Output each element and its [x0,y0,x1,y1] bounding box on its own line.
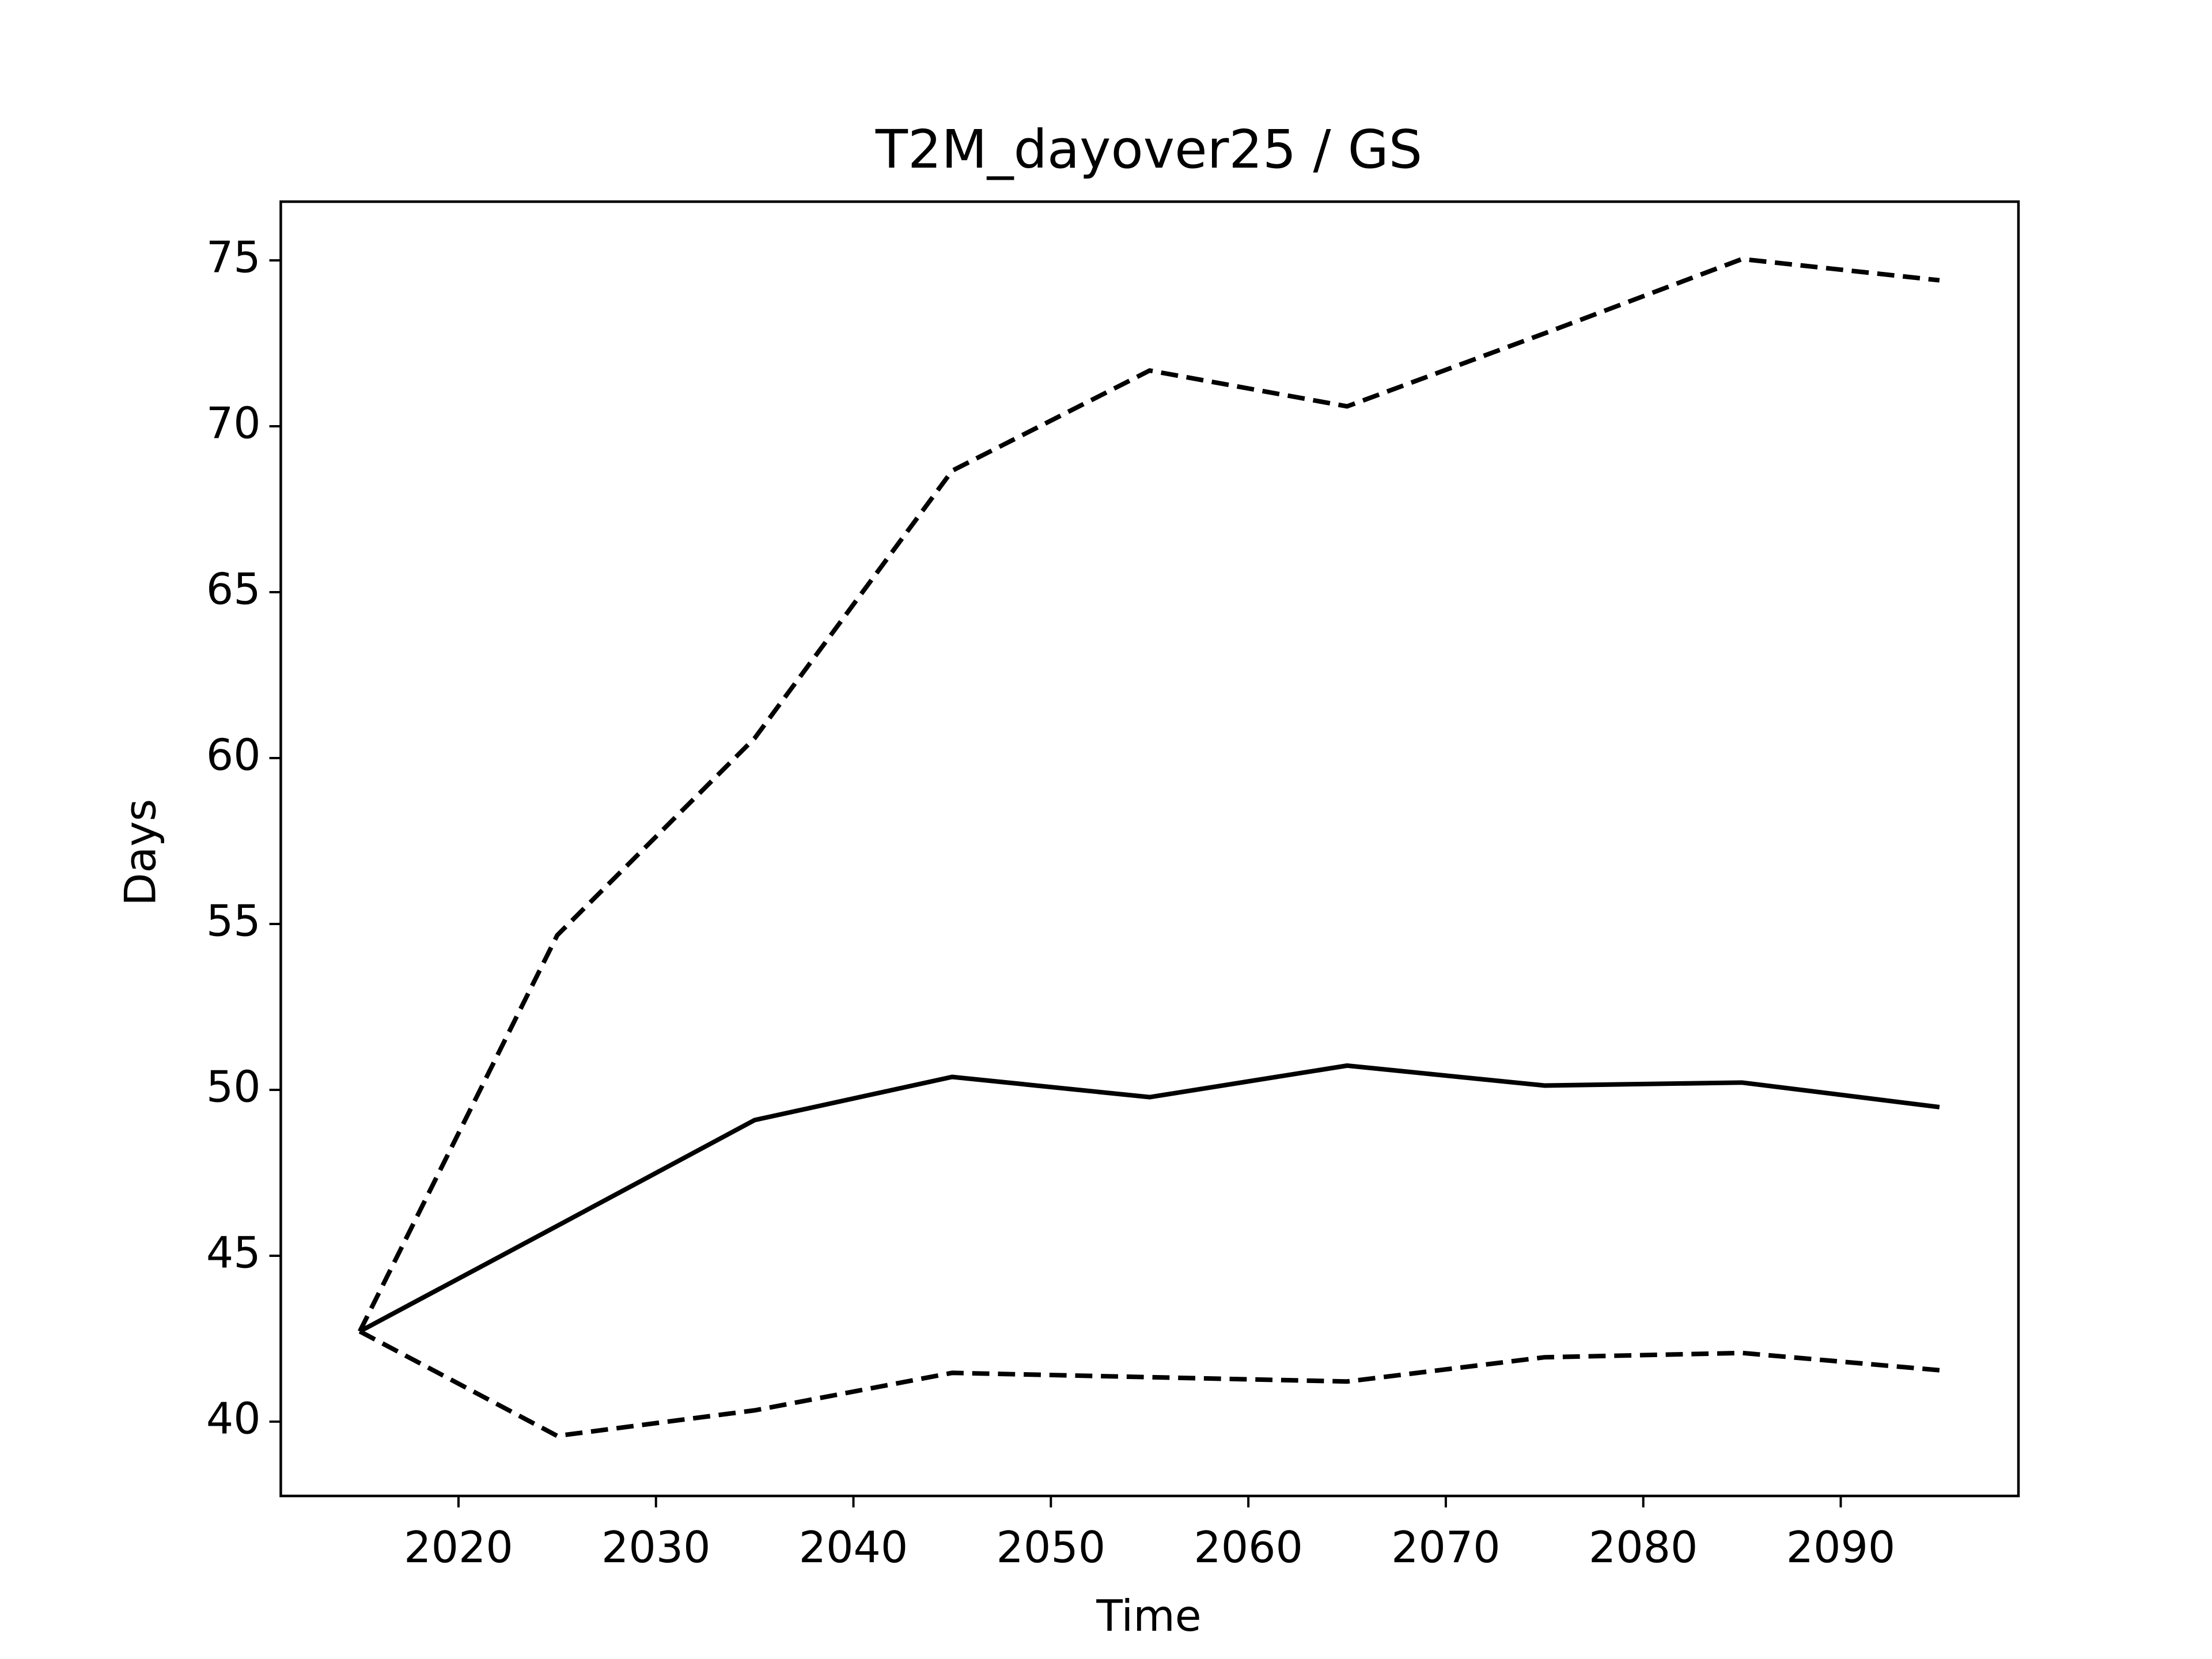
x-tick-label: 2020 [404,1522,513,1573]
plot-frame [279,200,2020,1498]
y-axis-label: Days [116,799,166,906]
line-series [358,1063,1940,1334]
chart-title: T2M_dayover25 / GS [875,119,1422,180]
line-series [358,256,1940,1333]
line-series [358,1329,1940,1438]
y-tick-label: 40 [206,1393,261,1444]
x-tick-label: 2090 [1786,1522,1896,1573]
y-tick-label: 50 [206,1062,261,1112]
x-tick-label: 2070 [1391,1522,1501,1573]
x-tick-label: 2060 [1194,1522,1303,1573]
y-tick-label: 45 [206,1228,261,1278]
x-tick-label: 2050 [997,1522,1106,1573]
y-tick-label: 75 [206,233,261,283]
y-tick-label: 60 [206,730,261,780]
y-tick-label: 55 [206,896,261,946]
x-tick-label: 2040 [799,1522,908,1573]
x-axis-label: Time [1096,1591,1201,1641]
x-tick-label: 2030 [601,1522,711,1573]
y-tick-label: 70 [206,399,261,449]
x-tick-label: 2080 [1589,1522,1698,1573]
y-tick-label: 65 [206,564,261,614]
